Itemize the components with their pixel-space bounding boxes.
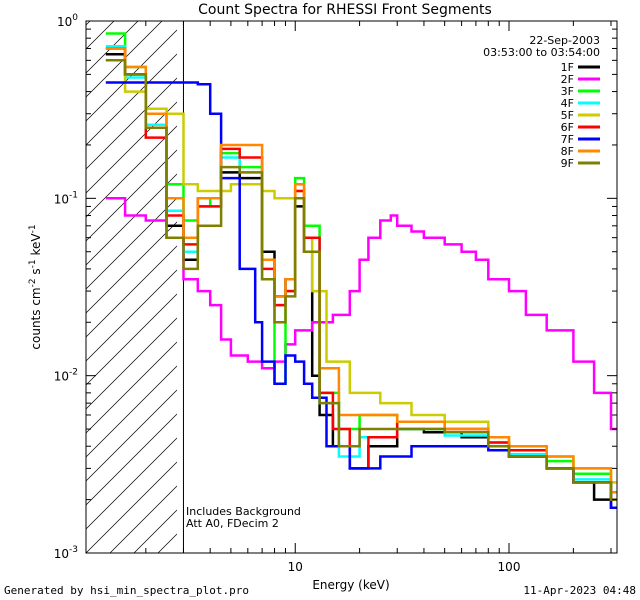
hatch-line [86,269,177,362]
legend-label-6f: 6F [561,121,574,134]
x-tick-label: 10 [288,560,303,574]
legend-label-7f: 7F [561,133,574,146]
legend-label-9f: 9F [561,157,574,170]
x-axis-label: Energy (keV) [312,578,389,592]
hatch-line [86,413,177,506]
hatch-line [86,293,177,386]
series-group [105,32,617,509]
hatch-line [86,21,163,98]
hatch-line [86,21,91,26]
hatch-line [86,365,177,458]
legend-label-4f: 4F [561,97,574,110]
legend-label-8f: 8F [561,145,574,158]
hatch-line [86,437,177,530]
series-2f [105,197,617,431]
hatch-line [86,29,177,122]
hatch-line [86,21,139,74]
footer-generated-by: Generated by hsi_min_spectra_plot.pro [4,584,250,597]
series-8f [105,47,617,494]
hatch-line [0,21,18,553]
hatch-line [86,101,177,194]
annotation-attenuator: Att A0, FDecim 2 [186,517,279,530]
time-range-label: 03:53:00 to 03:54:00 [483,46,600,59]
annotation-background: Includes Background [186,505,301,518]
hatch-line [86,125,177,218]
date-label: 22-Sep-2003 [529,34,600,47]
plot-frame [85,20,618,554]
hatch-line [86,221,177,314]
hatch-line [86,21,115,50]
legend-label-1f: 1F [561,61,574,74]
y-tick-label: 100 [57,13,78,29]
hatch-line [86,197,177,290]
hatch-line [86,245,177,338]
hatch-line [86,149,177,242]
legend-label-3f: 3F [561,85,574,98]
hatch-line [86,53,177,146]
hatch-line [86,173,177,266]
legend-label-5f: 5F [561,109,574,122]
footer-timestamp: 11-Apr-2023 04:48 [523,584,636,597]
hatch-line [86,389,177,482]
series-9f [105,59,617,501]
y-tick-label: 10-3 [54,545,78,561]
y-tick-label: 10-1 [54,190,78,206]
chart-title: Count Spectra for RHESSI Front Segments [198,2,492,18]
y-axis-label: counts cm-2 s-1 keV-1 [28,224,43,349]
y-tick-label: 10-2 [54,368,78,384]
hatch-line [86,461,177,553]
legend-label-2f: 2F [561,73,574,86]
x-tick-label: 100 [498,560,521,574]
hatch-line [86,317,177,410]
axis-ticks: 10 100 100 10-1 10-2 10-3 [54,13,617,574]
hatch-line [86,341,177,434]
